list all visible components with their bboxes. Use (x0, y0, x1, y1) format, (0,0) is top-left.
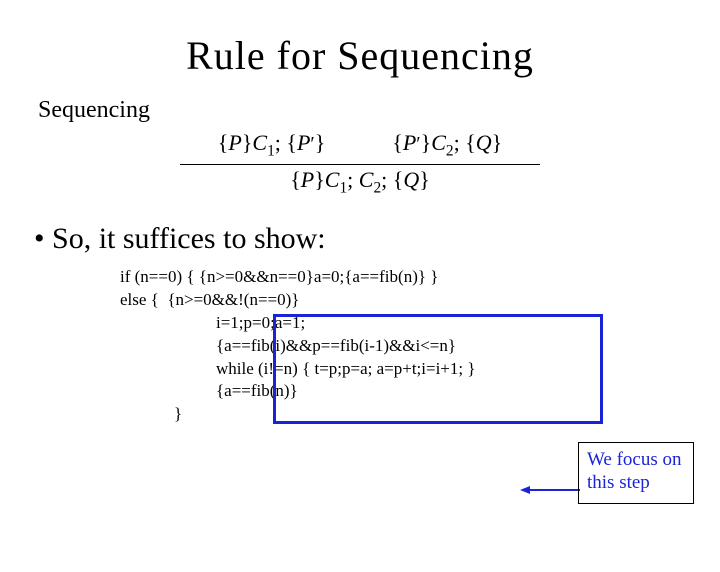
slide-title: Rule for Sequencing (0, 32, 720, 79)
code-line-7: } (120, 403, 720, 426)
code-line-1: if (n==0) { {n>=0&&n==0}a=0;{a==fib(n)} … (120, 266, 720, 289)
section-subtitle: Sequencing (38, 97, 720, 124)
code-line-2: else { {n>=0&&!(n==0)} (120, 289, 720, 312)
rule-divider (180, 164, 540, 165)
rule-premise-right: {P′}C2; {Q} (392, 130, 502, 160)
rule-premise-left: {P}C1; {P′} (218, 130, 325, 160)
code-line-5: while (i!=n) { t=p;p=a; a=p+t;i=i+1; } (120, 358, 720, 381)
bullet-text: • So, it suffices to show: (34, 222, 720, 256)
code-line-3: i=1;p=0;a=1; (120, 312, 720, 335)
rule-conclusion: {P}C1; C2; {Q} (0, 167, 720, 197)
arrow-icon (520, 484, 580, 496)
inference-rule: {P}C1; {P′} {P′}C2; {Q} {P}C1; C2; {Q} (0, 130, 720, 198)
code-line-6: {a==fib(n)} (120, 380, 720, 403)
code-block: if (n==0) { {n>=0&&n==0}a=0;{a==fib(n)} … (120, 266, 720, 427)
annotation-callout: We focus on this step (578, 442, 694, 504)
code-line-4: {a==fib(i)&&p==fib(i-1)&&i<=n} (120, 335, 720, 358)
